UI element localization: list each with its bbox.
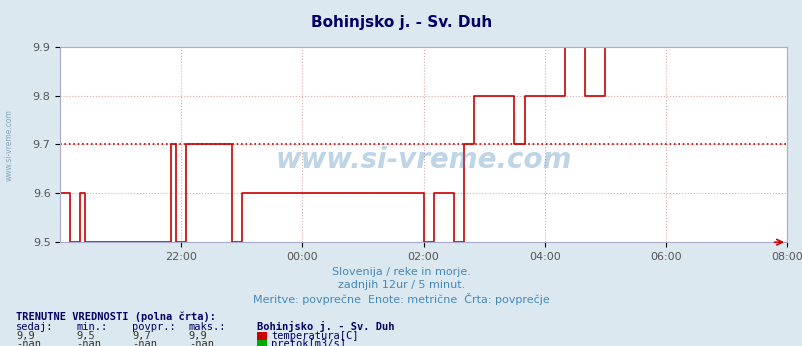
Text: www.si-vreme.com: www.si-vreme.com xyxy=(5,109,14,181)
Text: 9,7: 9,7 xyxy=(132,331,151,341)
Text: -nan: -nan xyxy=(132,339,157,346)
Text: 9,9: 9,9 xyxy=(16,331,34,341)
Text: www.si-vreme.com: www.si-vreme.com xyxy=(275,146,571,174)
Text: povpr.:: povpr.: xyxy=(132,322,176,332)
Text: -nan: -nan xyxy=(188,339,213,346)
Text: 9,5: 9,5 xyxy=(76,331,95,341)
Text: min.:: min.: xyxy=(76,322,107,332)
Text: Bohinjsko j. - Sv. Duh: Bohinjsko j. - Sv. Duh xyxy=(310,15,492,30)
Text: Bohinjsko j. - Sv. Duh: Bohinjsko j. - Sv. Duh xyxy=(257,321,394,333)
Text: Slovenija / reke in morje.: Slovenija / reke in morje. xyxy=(332,267,470,276)
Text: maks.:: maks.: xyxy=(188,322,226,332)
Text: zadnjih 12ur / 5 minut.: zadnjih 12ur / 5 minut. xyxy=(338,281,464,290)
Text: 9,9: 9,9 xyxy=(188,331,207,341)
Text: pretok[m3/s]: pretok[m3/s] xyxy=(271,339,346,346)
Text: sedaj:: sedaj: xyxy=(16,322,54,332)
Text: -nan: -nan xyxy=(16,339,41,346)
Text: TRENUTNE VREDNOSTI (polna črta):: TRENUTNE VREDNOSTI (polna črta): xyxy=(16,311,216,322)
Text: Meritve: povprečne  Enote: metrične  Črta: povprečje: Meritve: povprečne Enote: metrične Črta:… xyxy=(253,293,549,305)
Text: -nan: -nan xyxy=(76,339,101,346)
Text: temperatura[C]: temperatura[C] xyxy=(271,331,358,341)
